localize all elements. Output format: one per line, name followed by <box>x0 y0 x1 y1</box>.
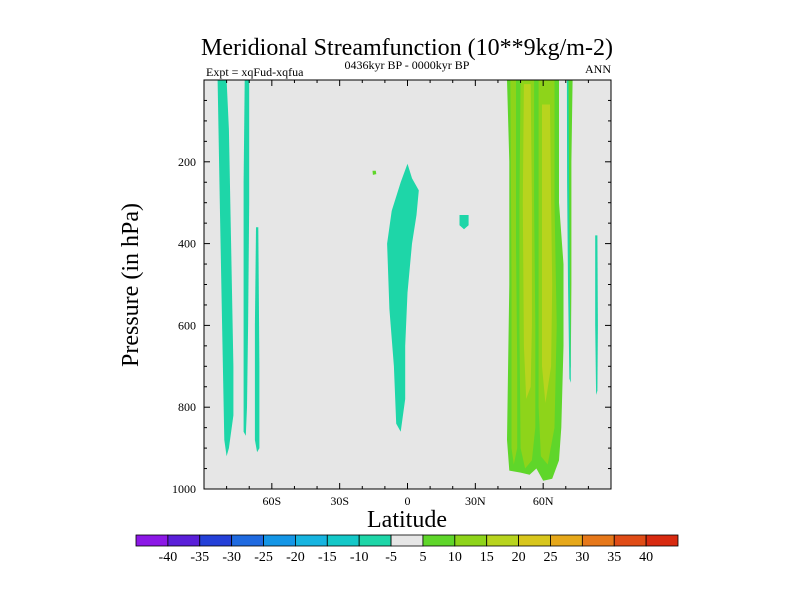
contour-negative-plume-71s <box>243 80 250 436</box>
colorbar-swatch <box>231 534 264 547</box>
x-tick-label: 60S <box>262 494 281 508</box>
x-axis-label: Latitude <box>367 507 447 533</box>
axis-ticks: 60S 30S 0 30N 60N 200 400 600 800 1000 <box>172 79 612 508</box>
colorbar-label: -25 <box>254 550 273 565</box>
contour-positive-band-45n <box>510 80 518 465</box>
colorbar-swatch <box>263 534 296 547</box>
contour-regions <box>217 80 598 481</box>
colorbar-swatch <box>486 534 519 547</box>
colorbar-label: 25 <box>543 550 557 565</box>
colorbar-label: -15 <box>318 550 337 565</box>
colorbar: -40 -35 -30 -25 -20 -15 -10 -5 5 10 15 20 25 30 35 40 <box>135 534 679 565</box>
colorbar-swatch <box>390 534 424 547</box>
colorbar-label: 5 <box>419 550 426 565</box>
colorbar-swatch <box>135 534 169 547</box>
colorbar-label: 35 <box>607 550 621 565</box>
colorbar-label: 40 <box>639 550 653 565</box>
colorbar-label: -35 <box>190 550 209 565</box>
colorbar-swatch <box>454 534 488 547</box>
colorbar-label: 15 <box>480 550 494 565</box>
colorbar-label: -5 <box>385 550 397 565</box>
x-tick-label: 60N <box>533 494 554 508</box>
contour-negative-patch-25n <box>459 215 469 230</box>
y-tick-label: 400 <box>178 237 196 251</box>
colorbar-label: -30 <box>222 550 241 565</box>
contour-positive-dot-15s <box>372 170 377 175</box>
colorbar-swatch <box>550 534 583 547</box>
colorbar-swatch <box>581 534 615 547</box>
colorbar-swatch <box>645 534 679 547</box>
chart-title: Meridional Streamfunction (10**9kg/m-2) <box>201 35 613 61</box>
colorbar-label: -10 <box>350 550 369 565</box>
x-tick-label: 0 <box>405 494 411 508</box>
y-axis-label: Pressure (in hPa) <box>118 203 144 367</box>
colorbar-swatch <box>295 534 328 547</box>
season-label: ANN <box>585 62 611 76</box>
colorbar-label: -40 <box>159 550 178 565</box>
colorbar-label: 20 <box>512 550 526 565</box>
x-tick-label: 30S <box>330 494 349 508</box>
colorbar-label: 10 <box>448 550 462 565</box>
contour-negative-plume-equator <box>387 163 419 432</box>
colorbar-swatch <box>518 534 551 547</box>
colorbar-swatch <box>613 534 647 547</box>
contour-negative-plume-82s <box>217 80 234 457</box>
colorbar-swatch <box>326 534 360 547</box>
contour-positive-plume-72n <box>568 80 573 375</box>
colorbar-swatch <box>199 534 233 547</box>
y-tick-label: 600 <box>178 318 196 332</box>
contour-positive-core-61n <box>542 104 553 404</box>
contour-negative-plume-66s <box>254 227 260 453</box>
colorbar-swatch <box>358 534 392 547</box>
contour-negative-plume-83n <box>595 235 598 395</box>
contour-negative-plume-72n <box>566 80 571 383</box>
colorbar-swatch <box>422 534 456 547</box>
contour-positive-core-52n <box>522 84 532 399</box>
colorbar-label: -20 <box>286 550 305 565</box>
y-tick-label: 200 <box>178 155 196 169</box>
experiment-label: Expt = xqFud-xqfua <box>206 65 304 79</box>
y-tick-label: 1000 <box>172 482 196 496</box>
colorbar-swatch <box>167 534 201 547</box>
x-tick-label: 30N <box>465 494 486 508</box>
period-label: 0436kyr BP - 0000kyr BP <box>345 58 470 72</box>
colorbar-label: 30 <box>575 550 589 565</box>
y-tick-label: 800 <box>178 400 196 414</box>
